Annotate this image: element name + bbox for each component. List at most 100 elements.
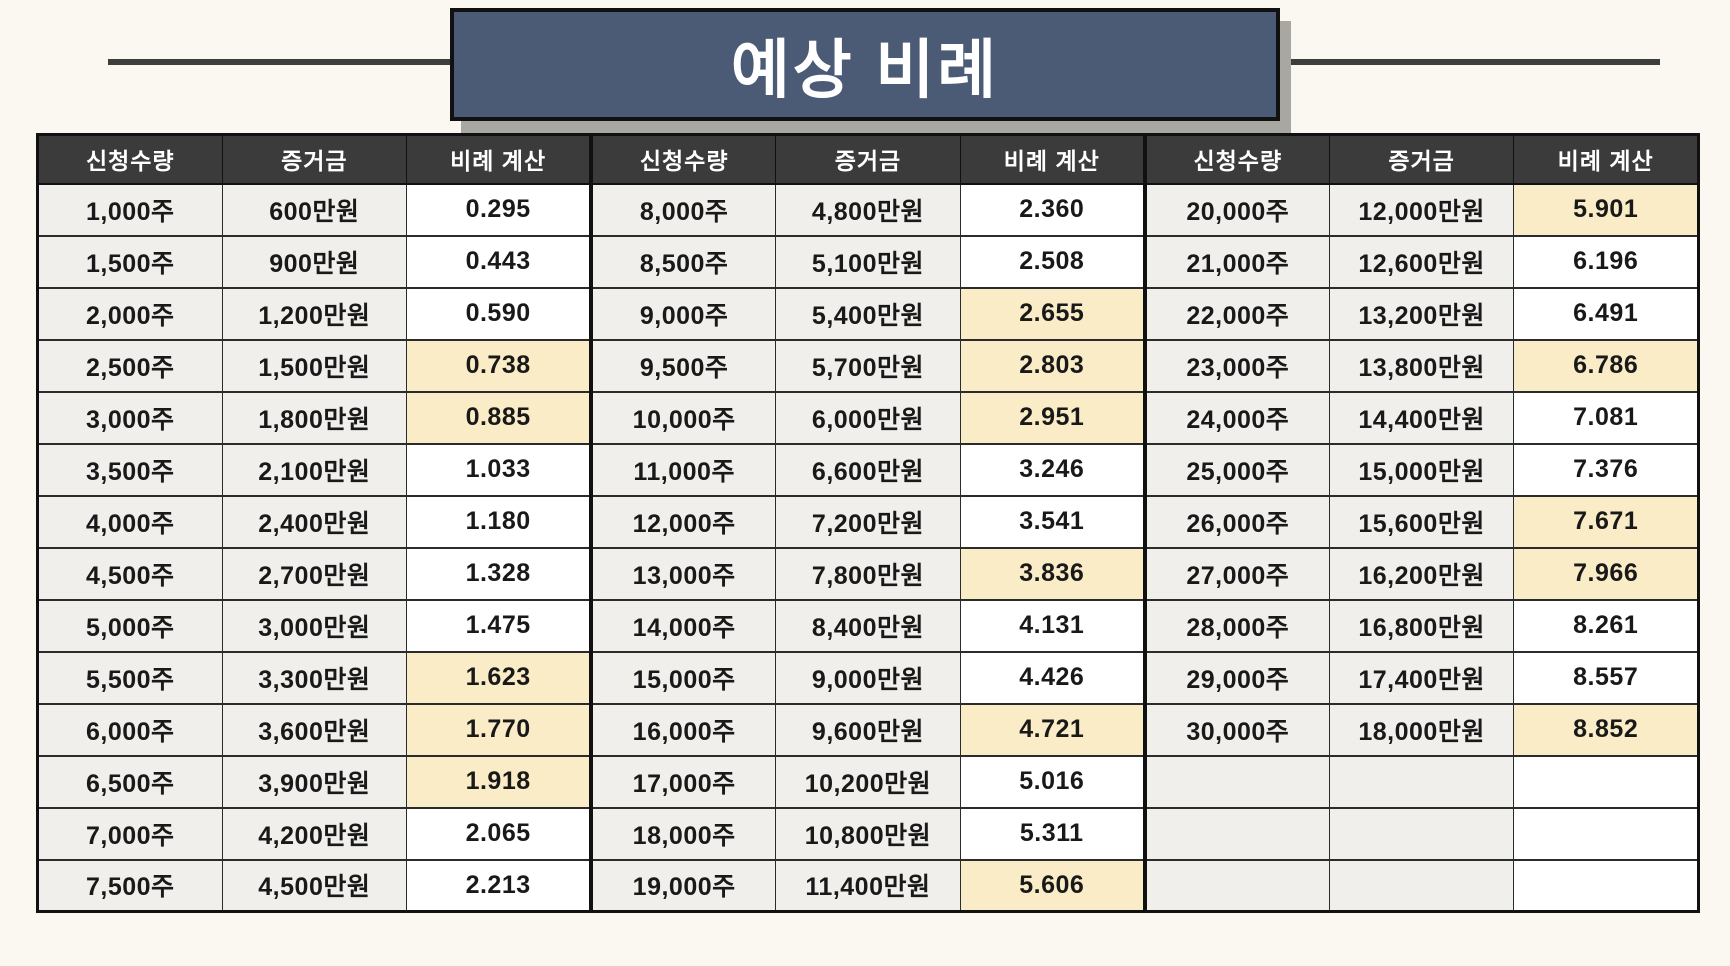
deposit-cell: 7,200만원	[775, 494, 961, 549]
deposit-cell: 3,900만원	[221, 754, 408, 809]
qty-cell: 9,000주	[589, 286, 777, 341]
qty-cell: 8,500주	[589, 234, 777, 289]
column-header: 증거금	[221, 134, 408, 185]
ratio-cell: 3.246	[959, 442, 1146, 497]
deposit-cell: 3,300만원	[221, 650, 408, 705]
ratio-cell: 0.885	[406, 390, 592, 445]
ratio-cell: 1.918	[406, 754, 592, 809]
ratio-cell: 1.180	[406, 494, 592, 549]
qty-cell: 18,000주	[589, 806, 777, 861]
deposit-cell: 17,400만원	[1328, 650, 1515, 705]
ratio-cell: 2.803	[959, 338, 1146, 393]
page-title: 예상 비례	[730, 33, 1000, 106]
qty-cell: 4,500주	[37, 546, 223, 601]
deposit-cell: 16,800만원	[1328, 598, 1515, 653]
qty-cell: 24,000주	[1142, 390, 1330, 445]
deposit-cell: 12,600만원	[1328, 234, 1515, 289]
qty-cell: 1,500주	[37, 234, 223, 289]
qty-cell	[1142, 858, 1330, 913]
column-header: 신청수량	[37, 134, 223, 185]
qty-cell: 6,000주	[37, 702, 223, 757]
deposit-cell: 1,800만원	[221, 390, 408, 445]
deposit-cell: 1,500만원	[221, 338, 408, 393]
column-header: 비례 계산	[406, 134, 592, 185]
ratio-cell: 2.655	[959, 286, 1146, 341]
qty-cell: 8,000주	[589, 182, 777, 237]
ratio-cell: 5.901	[1513, 182, 1699, 237]
qty-cell: 13,000주	[589, 546, 777, 601]
ratio-cell: 0.443	[406, 234, 592, 289]
deposit-cell: 5,400만원	[775, 286, 961, 341]
column-header: 신청수량	[1142, 134, 1330, 185]
title-banner: 예상 비례	[450, 8, 1280, 121]
ratio-cell: 4.131	[959, 598, 1146, 653]
qty-cell: 9,500주	[589, 338, 777, 393]
ratio-cell: 1.623	[406, 650, 592, 705]
table-row: 4,000주 2,400만원 1.180 12,000주 7,200만원 3.541 26,…	[37, 494, 1699, 549]
qty-cell: 16,000주	[589, 702, 777, 757]
deposit-cell: 13,800만원	[1328, 338, 1515, 393]
ratio-cell: 4.721	[959, 702, 1146, 757]
deposit-cell: 15,600만원	[1328, 494, 1515, 549]
table-row: 7,000주 4,200만원 2.065 18,000주 10,800만원 5.311	[37, 806, 1699, 861]
qty-cell: 28,000주	[1142, 598, 1330, 653]
ratio-cell: 3.836	[959, 546, 1146, 601]
deposit-cell: 4,800만원	[775, 182, 961, 237]
ratio-cell: 6.786	[1513, 338, 1699, 393]
ratio-cell: 2.360	[959, 182, 1146, 237]
table-row: 2,000주 1,200만원 0.590 9,000주 5,400만원 2.655 22,0…	[37, 286, 1699, 341]
ratio-cell: 0.590	[406, 286, 592, 341]
column-header: 비례 계산	[959, 134, 1146, 185]
deposit-cell: 600만원	[221, 182, 408, 237]
deposit-cell: 18,000만원	[1328, 702, 1515, 757]
deposit-cell: 13,200만원	[1328, 286, 1515, 341]
table-row: 5,500주 3,300만원 1.623 15,000주 9,000만원 4.426 29,…	[37, 650, 1699, 705]
qty-cell	[1142, 806, 1330, 861]
ratio-cell: 5.311	[959, 806, 1146, 861]
ratio-cell: 8.557	[1513, 650, 1699, 705]
qty-cell: 4,000주	[37, 494, 223, 549]
ratio-cell: 1.475	[406, 598, 592, 653]
column-header: 증거금	[775, 134, 961, 185]
qty-cell: 23,000주	[1142, 338, 1330, 393]
table-body: 1,000주 600만원 0.295 8,000주 4,800만원 2.360 20,000…	[37, 182, 1699, 913]
deposit-cell: 3,000만원	[221, 598, 408, 653]
deposit-cell: 8,400만원	[775, 598, 961, 653]
table-row: 3,000주 1,800만원 0.885 10,000주 6,000만원 2.951 24,…	[37, 390, 1699, 445]
table-container: 신청수량 증거금 비례 계산 신청수량 증거금 비례 계산 신청수량 증거금 비례 계산 1,0…	[36, 133, 1700, 913]
ratio-cell: 3.541	[959, 494, 1146, 549]
ratio-cell: 8.852	[1513, 702, 1699, 757]
deposit-cell: 1,200만원	[221, 286, 408, 341]
deposit-cell	[1328, 806, 1515, 861]
deposit-cell: 16,200만원	[1328, 546, 1515, 601]
deposit-cell: 2,700만원	[221, 546, 408, 601]
qty-cell: 14,000주	[589, 598, 777, 653]
qty-cell: 7,500주	[37, 858, 223, 913]
ratio-cell: 2.213	[406, 858, 592, 913]
deposit-cell: 3,600만원	[221, 702, 408, 757]
table-row: 1,500주 900만원 0.443 8,500주 5,100만원 2.508 21,000…	[37, 234, 1699, 289]
deposit-cell: 12,000만원	[1328, 182, 1515, 237]
qty-cell: 15,000주	[589, 650, 777, 705]
table-row: 7,500주 4,500만원 2.213 19,000주 11,400만원 5.606	[37, 858, 1699, 913]
qty-cell: 29,000주	[1142, 650, 1330, 705]
column-header: 신청수량	[589, 134, 777, 185]
ratio-cell: 5.606	[959, 858, 1146, 913]
ratio-cell: 7.671	[1513, 494, 1699, 549]
qty-cell: 17,000주	[589, 754, 777, 809]
table-row: 6,500주 3,900만원 1.918 17,000주 10,200만원 5.016	[37, 754, 1699, 809]
deposit-cell	[1328, 754, 1515, 809]
table-row: 6,000주 3,600만원 1.770 16,000주 9,600만원 4.721 30,…	[37, 702, 1699, 757]
deposit-cell: 10,200만원	[775, 754, 961, 809]
qty-cell: 11,000주	[589, 442, 777, 497]
table-row: 2,500주 1,500만원 0.738 9,500주 5,700만원 2.803 23,0…	[37, 338, 1699, 393]
table-row: 5,000주 3,000만원 1.475 14,000주 8,400만원 4.131 28,…	[37, 598, 1699, 653]
proportion-table: 신청수량 증거금 비례 계산 신청수량 증거금 비례 계산 신청수량 증거금 비례 계산 1,0…	[36, 133, 1700, 913]
ratio-cell: 6.491	[1513, 286, 1699, 341]
qty-cell: 21,000주	[1142, 234, 1330, 289]
qty-cell: 1,000주	[37, 182, 223, 237]
deposit-cell: 2,400만원	[221, 494, 408, 549]
deposit-cell: 6,000만원	[775, 390, 961, 445]
qty-cell: 27,000주	[1142, 546, 1330, 601]
qty-cell: 12,000주	[589, 494, 777, 549]
